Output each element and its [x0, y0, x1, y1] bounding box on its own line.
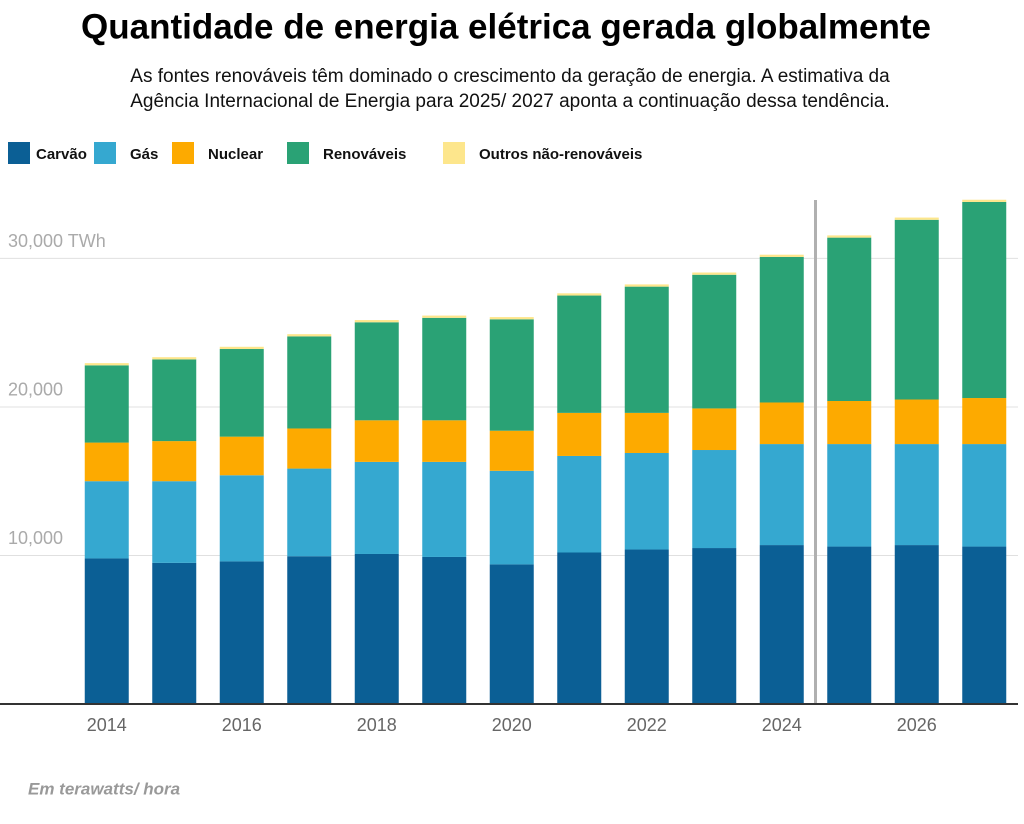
bar-segment: [962, 546, 1007, 704]
subtitle: As fontes renováveis têm dominado o cres…: [130, 66, 890, 87]
bar-segment: [624, 452, 669, 550]
bar-segment: [422, 420, 467, 462]
bar-segment: [692, 274, 737, 409]
bar-segment: [894, 444, 939, 546]
bar-segment: [759, 254, 804, 257]
bar-segment: [84, 365, 129, 443]
bar-segment: [422, 461, 467, 557]
bar-segment: [287, 468, 332, 557]
y-tick-label: 20,000: [8, 380, 63, 400]
bar-segment: [827, 546, 872, 704]
bar-segment: [962, 398, 1007, 445]
legend-label: Carvão: [36, 146, 87, 163]
x-tick-label: 2018: [357, 715, 397, 735]
y-tick-label: 10,000: [8, 528, 63, 548]
bar-segment: [489, 470, 534, 565]
legend-swatch: [287, 142, 309, 164]
bar-segment: [152, 562, 197, 704]
legend-label: Outros não-renováveis: [479, 146, 642, 163]
bar-segment: [827, 401, 872, 445]
bar-segment: [84, 558, 129, 704]
legend-label: Nuclear: [208, 146, 263, 163]
legend-swatch: [8, 142, 30, 164]
bar-segment: [422, 317, 467, 421]
bar-segment: [557, 552, 602, 704]
bar-segment: [962, 201, 1007, 399]
subtitle: Agência Internacional de Energia para 20…: [130, 91, 890, 112]
bar-segment: [692, 408, 737, 451]
bar-segment: [827, 237, 872, 401]
legend-swatch: [94, 142, 116, 164]
bar-segment: [624, 286, 669, 413]
bar-segment: [287, 334, 332, 337]
bar-segment: [354, 420, 399, 462]
bar-segment: [152, 481, 197, 563]
bar-segment: [489, 319, 534, 431]
note: Em terawatts/ hora: [28, 779, 180, 798]
bar-segment: [219, 436, 264, 476]
bar-segment: [287, 556, 332, 704]
bar-segment: [489, 430, 534, 471]
x-tick-label: 2016: [222, 715, 262, 735]
bar-segment: [759, 256, 804, 403]
bar-segment: [624, 284, 669, 287]
bar-segment: [557, 455, 602, 553]
legend-swatch: [443, 142, 465, 164]
bar-segment: [287, 336, 332, 429]
bar-segment: [354, 553, 399, 704]
bar-segment: [84, 481, 129, 559]
bar-segment: [287, 428, 332, 469]
legend-label: Gás: [130, 146, 158, 163]
x-tick-label: 2024: [762, 715, 802, 735]
bar-segment: [962, 199, 1007, 202]
bar-segment: [354, 322, 399, 421]
y-tick-label: 30,000 TWh: [8, 231, 106, 251]
bar-segment: [152, 359, 197, 442]
bar-segment: [219, 561, 264, 704]
bar-segment: [152, 357, 197, 360]
legend-swatch: [172, 142, 194, 164]
bar-segment: [894, 217, 939, 220]
bar-segment: [489, 564, 534, 704]
bar-segment: [422, 315, 467, 318]
x-tick-label: 2026: [897, 715, 937, 735]
bar-segment: [557, 295, 602, 413]
bar-segment: [692, 450, 737, 549]
bar-segment: [827, 235, 872, 238]
bar-segment: [894, 219, 939, 400]
bar-segment: [557, 412, 602, 456]
bar-segment: [84, 442, 129, 482]
legend-label: Renováveis: [323, 146, 406, 163]
bar-segment: [759, 444, 804, 546]
bar-segment: [219, 346, 264, 350]
x-tick-label: 2022: [627, 715, 667, 735]
bar-segment: [354, 461, 399, 554]
bar-segment: [354, 320, 399, 323]
bar-segment: [84, 363, 129, 366]
bar-segment: [624, 549, 669, 704]
x-tick-label: 2014: [87, 715, 127, 735]
bar-segment: [827, 444, 872, 547]
bar-segment: [692, 272, 737, 275]
bar-segment: [422, 556, 467, 704]
bar-segment: [894, 545, 939, 704]
bar-segment: [219, 475, 264, 562]
bar-segment: [219, 349, 264, 437]
bar-segment: [759, 402, 804, 445]
bar-segment: [759, 545, 804, 704]
bar-segment: [557, 293, 602, 296]
bar-segment: [962, 444, 1007, 547]
bar-segment: [489, 317, 534, 320]
bar-segment: [624, 412, 669, 453]
chart-title: Quantidade de energia elétrica gerada gl…: [81, 7, 931, 46]
bar-segment: [152, 441, 197, 482]
x-tick-label: 2020: [492, 715, 532, 735]
bar-segment: [692, 548, 737, 704]
bar-segment: [894, 399, 939, 445]
